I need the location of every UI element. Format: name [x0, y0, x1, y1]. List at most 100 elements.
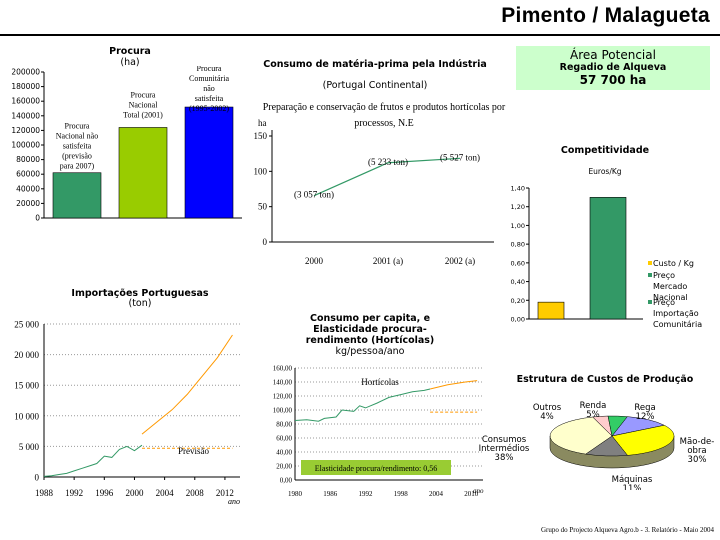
importacoes-series-line — [43, 444, 143, 477]
procura-bar — [184, 106, 234, 219]
importacoes-y-tick-label: 5 000 — [19, 442, 40, 452]
procura-subtitle: (ha) — [120, 57, 140, 68]
importacoes-y-tick-label: 10 000 — [14, 411, 39, 421]
percapita-y-tick-label: 20,00 — [276, 463, 292, 471]
pie-slice-label: Renda — [580, 401, 607, 411]
consumo-chart: Preparação e conservação de frutos e pro… — [254, 102, 506, 266]
pie-slice-pct: 11% — [623, 484, 642, 490]
competitividade-y-tick-label: 0,80 — [511, 241, 525, 249]
procura-bar-label: Procura Nacional Total (2001) — [123, 90, 163, 119]
consumo-per-capita-title: Consumo per capita, e Elasticidade procu… — [305, 313, 435, 346]
percapita-elasticity-box — [301, 460, 451, 475]
percapita-y-tick-label: 0,00 — [280, 477, 293, 485]
pie-slice-pct: 4% — [540, 412, 554, 422]
pie-slice-label: Consumos Intermédios — [479, 435, 530, 454]
consumo-y-tick-label: 0 — [263, 237, 268, 247]
importacoes-chart: 0 5 000 10 000 15 000 20 000 25 000 1988 1992 19… — [14, 320, 240, 506]
procura-y-tick-label: 140000 — [11, 111, 40, 120]
area-potencial-title: Área Potencial — [570, 48, 656, 62]
competitividade-legend-label: Custo / Kg — [653, 259, 694, 268]
consumo-x-tick-label: 2002 (a) — [445, 256, 475, 266]
pie-slice-pct: 5% — [586, 410, 600, 420]
consumo-y-label: ha — [258, 118, 267, 128]
percapita-y-tick-label: 100,00 — [273, 407, 293, 415]
percapita-x-tick-label: 1992 — [359, 490, 374, 498]
area-potencial-subtitle: Regadio de Alqueva — [559, 62, 667, 73]
competitividade-y-tick-label: 0,00 — [511, 316, 525, 324]
area-potencial-value: 57 700 ha — [579, 73, 647, 87]
procura-bar — [52, 172, 102, 219]
percapita-y-tick-label: 60,00 — [276, 435, 292, 443]
importacoes-subtitle: (ton) — [128, 298, 152, 309]
competitividade-y-tick-label: 1,00 — [511, 222, 525, 230]
pie-slice-label: Máquinas — [612, 475, 653, 485]
consumo-point-label: (3 057 ton) — [294, 190, 334, 200]
pie-slice-pct: 12% — [636, 412, 655, 422]
consumo-title: Consumo de matéria-prima pela Indústria — [263, 59, 487, 70]
importacoes-annotation: Previsão — [178, 446, 209, 456]
consumo-x-tick-label: 2000 — [305, 256, 324, 266]
procura-y-tick-label: 180000 — [11, 82, 40, 91]
importacoes-x-tick-label: 1992 — [65, 488, 83, 498]
competitividade-legend-swatch — [648, 273, 652, 277]
competitividade-legend-swatch — [648, 300, 652, 304]
importacoes-x-tick-label: 2000 — [125, 488, 144, 498]
competitividade-bar — [537, 301, 565, 320]
importacoes-x-tick-label: 2008 — [186, 488, 205, 498]
competitividade-y-tick-label: 0,60 — [511, 259, 525, 267]
pie-slice-label: Mão-de-obra — [680, 437, 715, 456]
percapita-y-tick-label: 140,00 — [273, 379, 293, 387]
procura-y-tick-label: 200000 — [11, 68, 40, 77]
importacoes-x-label: ano — [228, 497, 240, 506]
competitividade-y-tick-label: 1,20 — [511, 203, 525, 211]
percapita-x-tick-label: 1998 — [394, 490, 409, 498]
percapita-y-tick-label: 160,00 — [273, 365, 293, 373]
importacoes-x-tick-label: 1988 — [35, 488, 54, 498]
competitividade-legend-swatch — [648, 261, 652, 265]
title-divider — [0, 34, 720, 36]
importacoes-x-tick-label: 2004 — [156, 488, 175, 498]
consumo-subtitle: (Portugal Continental) — [322, 80, 428, 91]
pie-slice-label: Outros — [533, 403, 562, 413]
procura-title: Procura — [109, 46, 151, 57]
percapita-x-tick-label: 1980 — [288, 490, 303, 498]
percapita-x-tick-label: 2010 — [464, 490, 479, 498]
percapita-x-label: ano — [473, 487, 484, 495]
pie-slice-label: Rega — [634, 403, 655, 413]
importacoes-title: Importações Portuguesas — [71, 288, 209, 299]
percapita-x-tick-label: 2004 — [429, 490, 444, 498]
consumo-inner-title: Preparação e conservação de frutos e pro… — [263, 102, 506, 129]
pie-slice — [549, 416, 613, 455]
percapita-x-tick-label: 1986 — [323, 490, 338, 498]
procura-y-tick-label: 160000 — [11, 97, 40, 106]
consumo-y-tick-label: 50 — [258, 202, 268, 212]
procura-bar — [118, 127, 168, 219]
procura-y-tick-label: 120000 — [11, 126, 40, 135]
consumo-y-tick-label: 100 — [254, 166, 268, 176]
page-title: Pimento / Malagueta — [501, 4, 710, 27]
competitividade-y-tick-label: 0,20 — [511, 297, 525, 305]
procura-bar-label: Procura Comunitária não satisfeita (1995-200… — [189, 66, 229, 113]
importacoes-series-line — [141, 334, 233, 435]
pie-slice-pct: 38% — [495, 453, 514, 463]
procura-y-tick-label: 0 — [35, 214, 40, 223]
importacoes-x-tick-label: 1996 — [95, 488, 114, 498]
competitividade-y-tick-label: 1,40 — [511, 185, 525, 193]
importacoes-y-tick-label: 20 000 — [14, 350, 39, 360]
pie-slice — [611, 424, 675, 456]
competitividade-legend-label: Preço Importação Comunitária — [653, 298, 702, 329]
competitividade-title: Competitividade — [560, 145, 650, 156]
footer-note: Grupo do Projecto Alqueva Agro.b - 3. Re… — [540, 526, 714, 534]
procura-y-tick-label: 40000 — [16, 184, 40, 193]
procura-chart: 0 20000 40000 60000 80000 100000 120000 140000 1… — [11, 66, 242, 223]
consumo-y-tick-label: 150 — [254, 131, 268, 141]
competitividade-legend-label: Preço Mercado Nacional — [653, 271, 688, 302]
consumo-line — [313, 157, 461, 197]
competitividade-chart: 0,00 0,20 0,40 0,60 0,80 1,00 1,20 1,40 Custo / … — [511, 185, 703, 330]
procura-y-tick-label: 80000 — [16, 155, 40, 164]
percapita-series-label: Hortícolas — [361, 377, 399, 387]
percapita-y-tick-label: 80,00 — [276, 421, 292, 429]
procura-y-tick-label: 20000 — [16, 199, 40, 208]
percapita-series-line — [294, 388, 431, 422]
